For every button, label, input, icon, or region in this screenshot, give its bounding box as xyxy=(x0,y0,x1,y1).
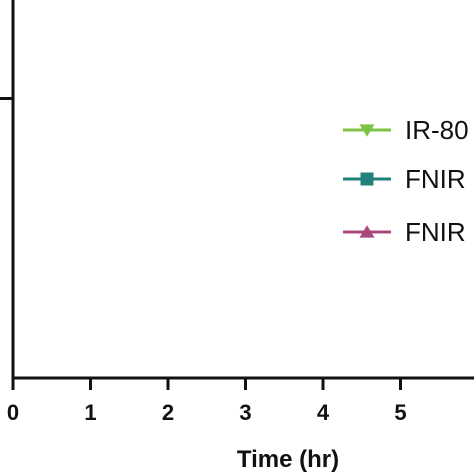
x-axis-title: Time (hr) xyxy=(237,446,339,473)
x-tick-label: 0 xyxy=(7,400,19,425)
data-point xyxy=(360,172,374,186)
axes: 0 1 2 3 4 5 xyxy=(0,0,474,425)
x-tick-label: 3 xyxy=(239,400,251,425)
legend-label: FNIR xyxy=(405,164,466,194)
x-tick-label: 2 xyxy=(162,400,174,425)
legend-item-2: FNIR xyxy=(343,164,466,194)
legend-label: FNIR xyxy=(405,217,466,247)
legend-item-3: FNIR xyxy=(343,217,466,247)
x-tick-label: 1 xyxy=(84,400,96,425)
x-tick-label: 5 xyxy=(394,400,406,425)
data-point xyxy=(359,225,375,238)
legend-item-1: IR-80 xyxy=(343,115,469,145)
x-tick-label: 4 xyxy=(317,400,330,425)
legend-label: IR-80 xyxy=(405,115,469,145)
legend: IR-80 FNIR FNIR xyxy=(343,115,469,247)
data-point xyxy=(359,124,375,137)
